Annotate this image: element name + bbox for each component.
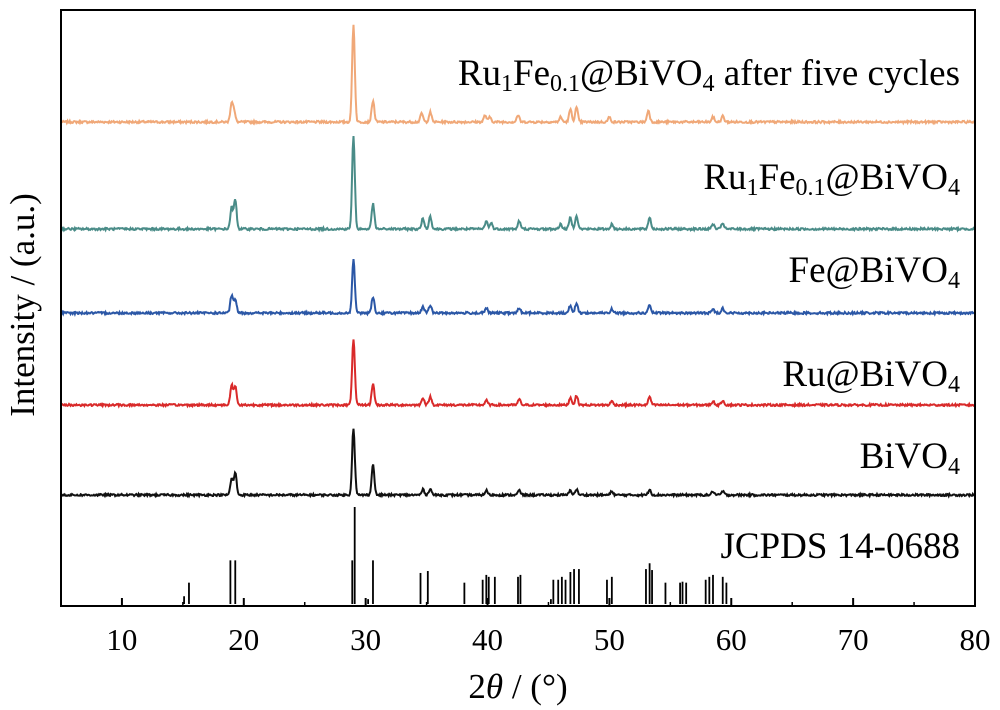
series-line [60,24,976,126]
reference-label: JCPDS 14-0688 [720,526,960,567]
diffraction-traces [60,24,976,499]
series-label: BiVO4 [860,436,960,480]
label-text: Ru [703,157,746,198]
x-axis-ticks [120,598,976,606]
label-subscript: 4 [948,268,960,294]
x-tick-label: 30 [350,622,381,657]
x-tick-label: 60 [716,622,747,657]
label-text: @BiVO [580,53,702,94]
label-subscript: 0.1 [796,175,826,201]
label-subscript: 4 [948,372,960,398]
reference-lines [183,507,728,604]
x-tick-label: 20 [228,622,259,657]
series-line [60,428,976,499]
x-tick-label: 70 [838,622,869,657]
label-text: Ru@BiVO [782,354,948,395]
label-subscript: 4 [703,71,715,97]
label-text: Fe [759,157,796,198]
label-text: after five cycles [715,53,961,94]
plot-frame [60,9,976,607]
x-tick-label: 10 [106,622,137,657]
series-labels: Ru1Fe0.1@BiVO4 after five cyclesRu1Fe0.1… [458,53,960,567]
label-subscript: 4 [948,175,960,201]
label-text: BiVO [860,436,948,477]
y-axis-title: Intensity / (a.u.) [3,193,42,417]
label-subscript: 1 [747,175,759,201]
series-line [60,339,976,409]
series-label: Ru1Fe0.1@BiVO4 after five cycles [458,53,960,97]
label-text: Fe [513,53,550,94]
label-text: Fe@BiVO [789,250,948,291]
label-text: Ru [458,53,501,94]
label-subscript: 1 [501,71,513,97]
x-axis-tick-labels: 10 20 30 40 50 60 70 80 [106,622,990,657]
series-label: Ru@BiVO4 [782,354,960,398]
label-text: @BiVO [826,157,948,198]
x-axis-title-symbol: θ [486,667,503,706]
x-axis-title-suffix: / (°) [503,667,568,706]
series-label: Ru1Fe0.1@BiVO4 [703,157,960,201]
series-line [60,136,976,233]
series-label: Fe@BiVO4 [789,250,960,294]
x-tick-label: 50 [594,622,625,657]
x-axis-title: 2θ / (°) [468,667,567,706]
x-tick-label: 40 [472,622,503,657]
label-subscript: 0.1 [550,71,580,97]
x-axis-title-prefix: 2 [468,667,486,706]
x-tick-label: 80 [960,622,991,657]
label-subscript: 4 [948,454,960,480]
series-line [60,259,976,318]
